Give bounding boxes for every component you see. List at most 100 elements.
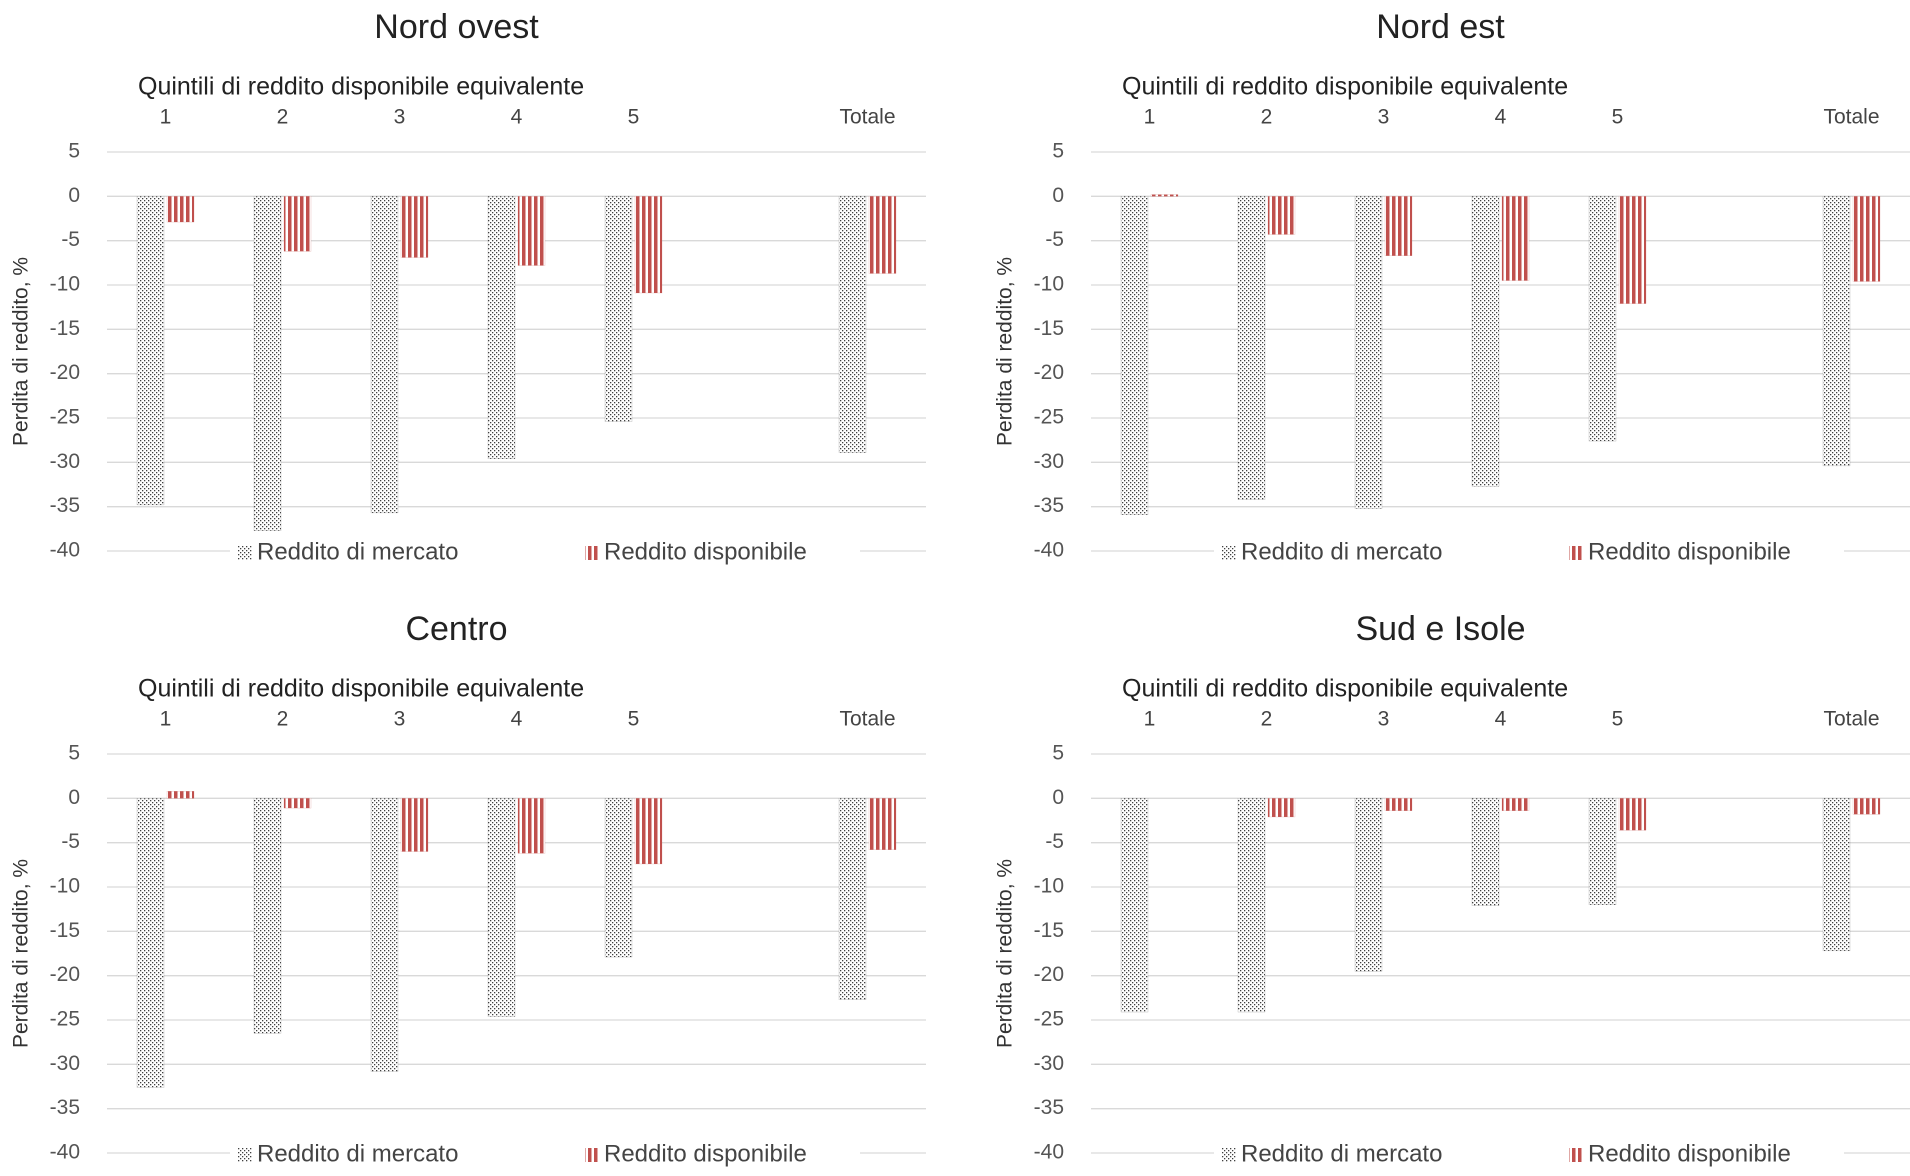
y-tick-label: -35 <box>50 494 80 517</box>
bar <box>634 196 663 294</box>
y-tick-label: -35 <box>50 1096 80 1119</box>
chart-subtitle: Quintili di reddito disponibile equivale… <box>1122 675 1568 703</box>
legend-swatch <box>238 1148 252 1162</box>
bar <box>400 196 429 258</box>
bar <box>1588 798 1617 905</box>
legend-label: Reddito disponibile <box>604 538 807 565</box>
y-tick-label: -35 <box>1034 1096 1064 1119</box>
bar <box>283 798 312 809</box>
y-tick-label: 5 <box>1052 742 1064 765</box>
x-tick-label: 3 <box>394 106 406 129</box>
bar <box>370 196 399 514</box>
bar <box>1120 196 1149 515</box>
x-tick-label: 4 <box>511 708 523 731</box>
chart-panel: Sud e Isole Quintili di reddito disponibi… <box>994 610 1910 1171</box>
chart-panel: Centro Quintili di reddito disponibile eq… <box>10 610 926 1171</box>
bar <box>487 196 516 459</box>
x-tick-label: 3 <box>394 708 406 731</box>
x-tick-label: 1 <box>1144 106 1156 129</box>
y-tick-label: -20 <box>50 963 80 986</box>
y-tick-label: 0 <box>1052 184 1064 207</box>
bar <box>1501 196 1530 281</box>
y-tick-label: 5 <box>68 742 80 765</box>
bar <box>1150 194 1179 197</box>
y-tick-label: -25 <box>1034 406 1064 429</box>
bar <box>1852 798 1881 815</box>
bar <box>487 798 516 1017</box>
y-tick-label: -15 <box>50 919 80 942</box>
y-tick-label: -20 <box>50 361 80 384</box>
bar <box>1267 798 1296 818</box>
chart-title: Nord ovest <box>374 8 539 46</box>
bar <box>1354 798 1383 972</box>
y-axis-label: Perdita di reddito, % <box>994 257 1017 446</box>
y-axis-label: Perdita di reddito, % <box>10 257 33 446</box>
y-tick-label: -40 <box>50 539 80 562</box>
x-tick-label: 1 <box>160 708 172 731</box>
x-tick-label: 5 <box>1612 106 1624 129</box>
bar <box>1618 196 1647 304</box>
legend-swatch <box>585 546 599 560</box>
x-tick-label: 5 <box>628 106 640 129</box>
y-tick-label: 5 <box>68 140 80 163</box>
bar <box>253 798 282 1034</box>
x-tick-label: 2 <box>277 106 289 129</box>
y-tick-label: -25 <box>50 1008 80 1031</box>
legend-label: Reddito di mercato <box>1241 1140 1442 1167</box>
y-tick-label: -40 <box>1034 1141 1064 1164</box>
x-tick-label: Totale <box>839 106 895 129</box>
x-tick-label: 2 <box>1261 106 1273 129</box>
legend-swatch <box>585 1148 599 1162</box>
y-tick-label: -10 <box>50 875 80 898</box>
y-tick-label: -25 <box>1034 1008 1064 1031</box>
bar <box>1618 798 1647 831</box>
y-tick-label: -10 <box>50 273 80 296</box>
y-tick-label: 0 <box>1052 786 1064 809</box>
x-tick-label: 5 <box>628 708 640 731</box>
y-tick-label: 5 <box>1052 140 1064 163</box>
x-tick-label: 5 <box>1612 708 1624 731</box>
bar <box>283 196 312 252</box>
y-tick-label: -5 <box>1045 228 1064 251</box>
bar <box>1471 196 1500 487</box>
bar <box>1384 798 1413 811</box>
bar <box>517 196 546 266</box>
y-tick-label: 0 <box>68 786 80 809</box>
bar <box>1852 196 1881 282</box>
y-tick-label: -25 <box>50 406 80 429</box>
chart-title: Sud e Isole <box>1355 610 1525 648</box>
y-axis-label: Perdita di reddito, % <box>994 859 1017 1048</box>
y-tick-label: -30 <box>1034 1052 1064 1075</box>
x-tick-label: 1 <box>1144 708 1156 731</box>
bar <box>253 196 282 531</box>
bar <box>1588 196 1617 442</box>
x-tick-label: 2 <box>1261 708 1273 731</box>
legend-swatch <box>1222 1148 1236 1162</box>
y-tick-label: -30 <box>50 1052 80 1075</box>
x-tick-label: 4 <box>1495 708 1507 731</box>
legend-label: Reddito di mercato <box>257 1140 458 1167</box>
x-tick-label: Totale <box>839 708 895 731</box>
y-axis-label: Perdita di reddito, % <box>10 859 33 1048</box>
chart-title: Nord est <box>1376 8 1505 46</box>
y-tick-label: -15 <box>50 317 80 340</box>
chart-subtitle: Quintili di reddito disponibile equivale… <box>138 675 584 703</box>
x-tick-label: 4 <box>511 106 523 129</box>
bar <box>1237 798 1266 1013</box>
bar <box>1384 196 1413 256</box>
chart-title: Centro <box>405 610 507 648</box>
legend-swatch <box>238 546 252 560</box>
bar <box>1822 196 1851 467</box>
y-tick-label: -15 <box>1034 919 1064 942</box>
legend-swatch <box>1569 1148 1583 1162</box>
bar <box>604 798 633 958</box>
y-tick-label: -20 <box>1034 361 1064 384</box>
legend-label: Reddito disponibile <box>604 1140 807 1167</box>
legend-label: Reddito disponibile <box>1588 538 1791 565</box>
x-tick-label: 2 <box>277 708 289 731</box>
bar <box>1501 798 1530 811</box>
y-tick-label: -5 <box>61 228 80 251</box>
bar <box>166 791 195 799</box>
bar <box>868 798 897 850</box>
